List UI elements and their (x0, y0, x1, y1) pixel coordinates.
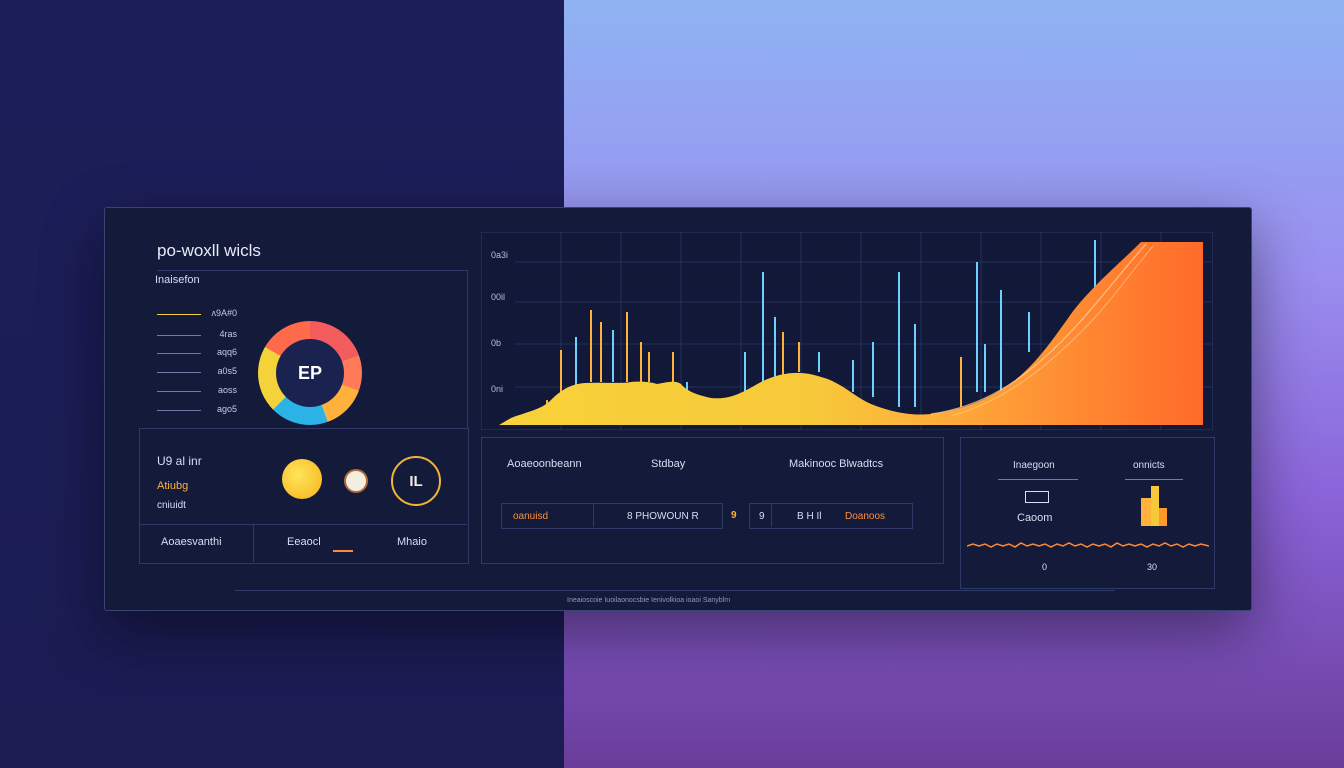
right-foot-value: 30 (1147, 562, 1158, 572)
page-subtitle: Inaisefon (155, 274, 200, 286)
metric-tag[interactable]: B H Il (797, 511, 822, 522)
footer-left-label[interactable]: Aoaesvanthi (161, 536, 222, 548)
right-underline (998, 479, 1078, 480)
y-tick: 0ni (491, 384, 503, 394)
orange-marker (333, 550, 353, 552)
right-header-2[interactable]: onnicts (1133, 460, 1165, 471)
legend-item: 4ras (157, 329, 237, 341)
metric-header-1[interactable]: Aoaeoonbeann (507, 458, 582, 470)
right-info-box (960, 437, 1215, 589)
right-header-1[interactable]: Inaegoon (1013, 460, 1055, 471)
metric-divider (771, 503, 772, 527)
footer-divider (235, 590, 1115, 591)
coin-icon[interactable] (282, 459, 322, 499)
bar-icon (1159, 508, 1167, 526)
metric-header-2[interactable]: Stdbay (651, 458, 686, 470)
y-tick: 0a3i (491, 250, 508, 260)
metrics-box (481, 437, 944, 564)
metric-row-box (749, 503, 913, 529)
page-title: po-woxll wicls (157, 241, 261, 260)
y-tick: 00il (491, 292, 505, 302)
metric-header-3[interactable]: Makinooc Blwadtcs (789, 458, 884, 470)
left-section-divider (467, 270, 468, 428)
metric-tag[interactable]: 9 (759, 511, 765, 522)
ring-logo-icon[interactable]: IL (391, 456, 441, 506)
donut-center-label: EP (276, 339, 344, 407)
legend-item: ʌ9A#0 (157, 308, 237, 320)
badge-icon[interactable] (344, 469, 368, 493)
trend-line (930, 243, 1147, 415)
status-detail: cniuidt (157, 500, 186, 511)
right-foot-value: 0 (1042, 562, 1048, 572)
metric-tag[interactable]: Doanoos (845, 511, 886, 522)
footer-mid-label[interactable]: Eeaocl (287, 536, 321, 548)
legend-item: aoss (157, 385, 237, 397)
signal-waveform (967, 542, 1209, 548)
trend-line (950, 245, 1154, 417)
legend-item: aqq6 (157, 347, 237, 359)
metric-tag[interactable]: oanuisd (513, 511, 549, 522)
footer-text: Ineaioscoie Iuoilaonocsbie Ienivolkioa i… (567, 597, 731, 604)
cell-divider (253, 524, 254, 562)
legend-item: a0s5 (157, 366, 237, 378)
area-chart: 0a3i 00il 0b 0ni (481, 232, 1213, 430)
footer-right-label[interactable]: Mhaio (397, 536, 427, 548)
card-icon (1025, 491, 1049, 503)
metric-tag[interactable]: 8 PHOWOUN R (627, 511, 699, 522)
metric-divider (593, 503, 594, 527)
row-divider (139, 524, 467, 525)
metric-tag[interactable]: 9 (731, 510, 737, 521)
legend-item: ago5 (157, 404, 237, 416)
bar-icon (1141, 498, 1151, 526)
dashboard-panel: po-woxll wicls Inaisefon ʌ9A#0 4ras aqq6… (104, 207, 1252, 611)
right-icon-label: Caoom (1017, 512, 1053, 524)
y-tick: 0b (491, 338, 501, 348)
status-active: Atiubg (157, 480, 189, 492)
metric-row-box (501, 503, 723, 529)
status-box (139, 428, 469, 564)
right-underline (1125, 479, 1183, 480)
title-divider (157, 270, 467, 271)
status-label: U9 al inr (157, 454, 202, 468)
bar-icon (1151, 486, 1159, 526)
